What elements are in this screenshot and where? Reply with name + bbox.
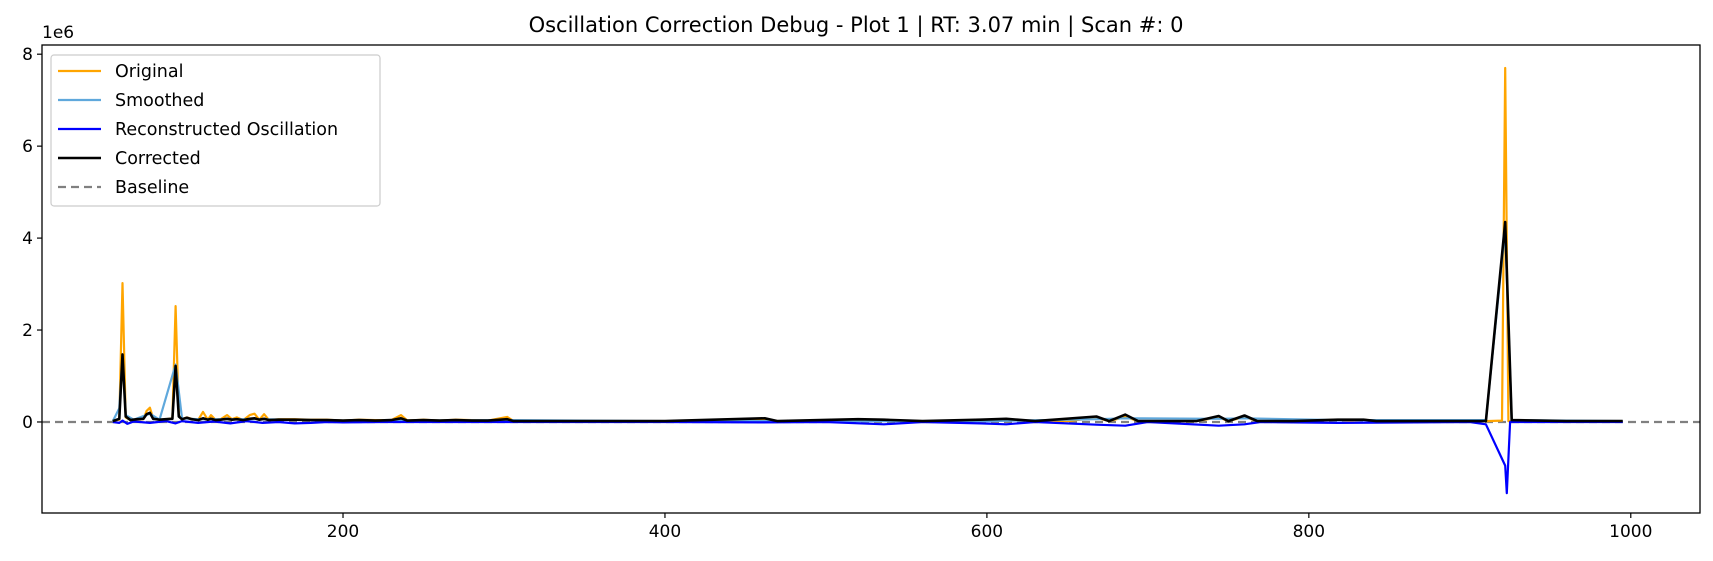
y-offset-label: 1e6 bbox=[42, 23, 74, 43]
y-axis: 0 2 4 6 8 bbox=[22, 45, 42, 433]
legend-label: Reconstructed Oscillation bbox=[115, 120, 338, 140]
legend-label: Corrected bbox=[115, 149, 201, 169]
legend-box bbox=[50, 54, 381, 207]
legend-label: Original bbox=[115, 62, 183, 82]
y-tick-label: 6 bbox=[22, 137, 33, 157]
y-tick-label: 2 bbox=[22, 321, 33, 341]
x-tick-label: 800 bbox=[1293, 522, 1325, 542]
series-line-corrected bbox=[112, 220, 1623, 423]
x-tick-label: 600 bbox=[971, 522, 1003, 542]
legend-label: Baseline bbox=[115, 178, 189, 198]
y-tick-label: 4 bbox=[22, 229, 33, 249]
axes-frame bbox=[41, 44, 1701, 514]
series-line-reconstructed-oscillation bbox=[112, 419, 1623, 495]
legend: Original Smoothed Reconstructed Oscillatio… bbox=[50, 54, 381, 207]
chart-title: Oscillation Correction Debug - Plot 1 | … bbox=[529, 13, 1184, 38]
x-axis: 200 400 600 800 1000 bbox=[327, 513, 1652, 542]
series-line-smoothed bbox=[111, 227, 1623, 423]
x-tick-label: 400 bbox=[649, 522, 681, 542]
y-tick-label: 8 bbox=[22, 45, 33, 65]
y-tick-label: 0 bbox=[22, 413, 33, 433]
x-tick-label: 200 bbox=[327, 522, 359, 542]
x-tick-label: 1000 bbox=[1609, 522, 1652, 542]
series-group bbox=[42, 66, 1700, 495]
legend-label: Smoothed bbox=[115, 91, 204, 111]
plot-area bbox=[41, 44, 1701, 514]
